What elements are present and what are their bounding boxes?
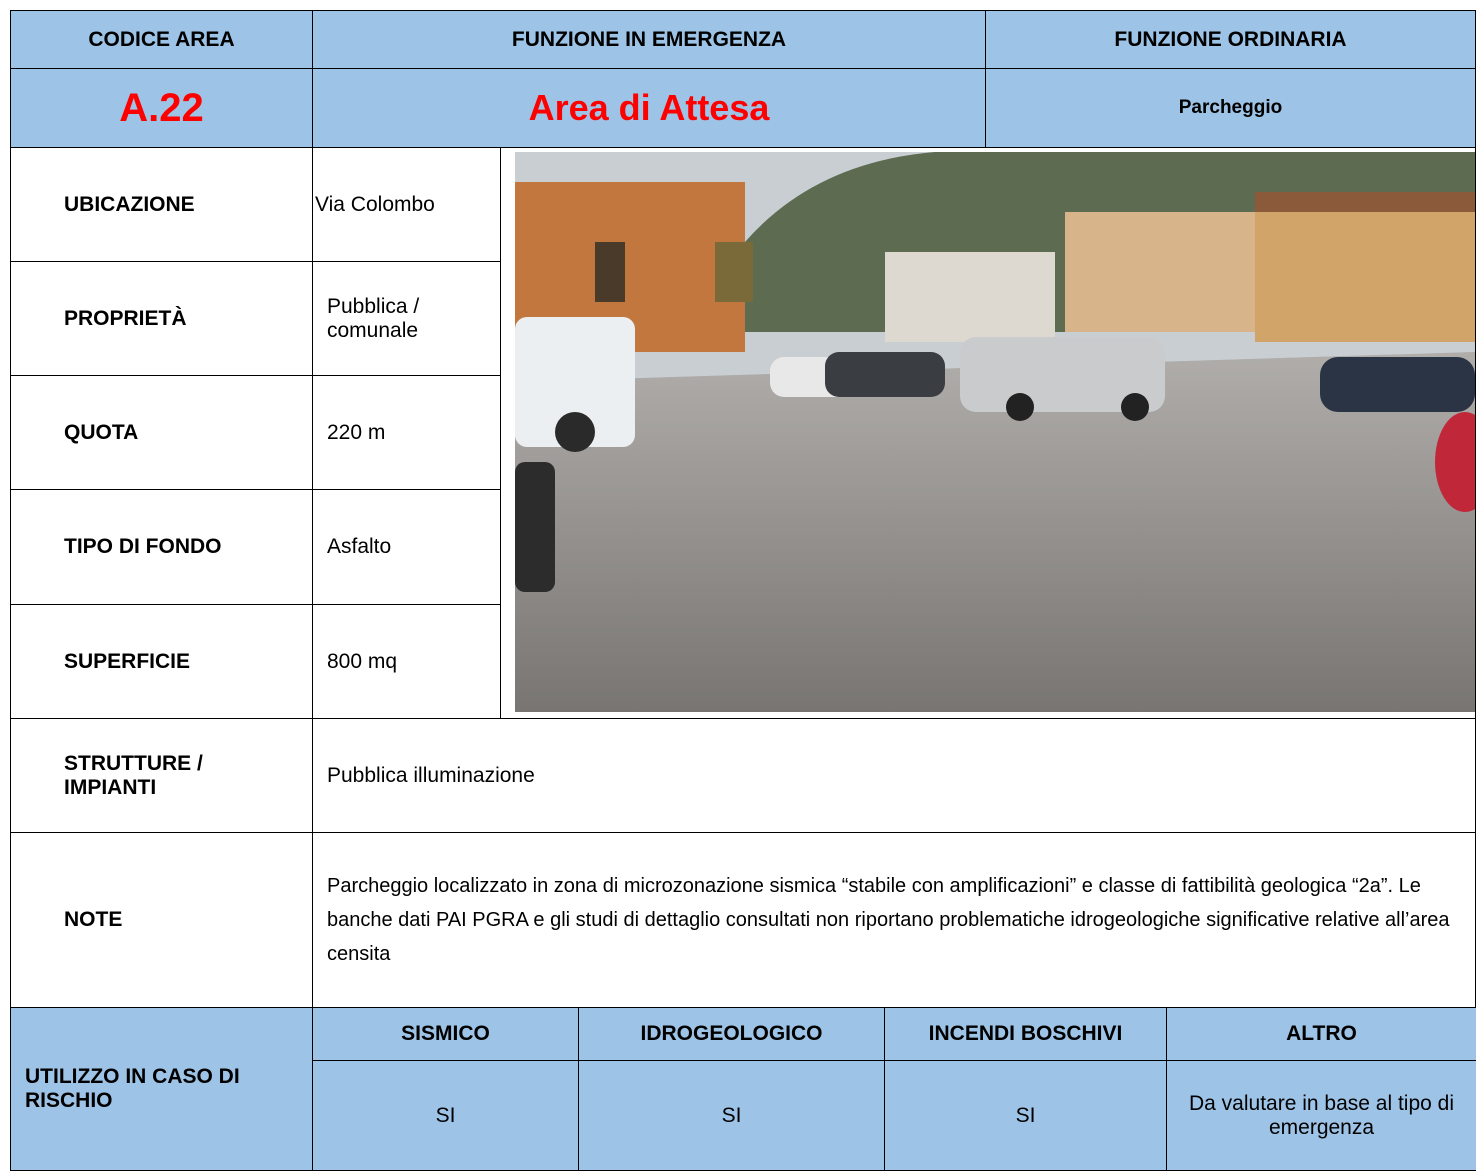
risk-value-text: SI — [435, 1103, 456, 1127]
field-value-text: 800 mq — [327, 649, 398, 673]
header-cell: FUNZIONE IN EMERGENZA — [312, 10, 986, 69]
header-cell: CODICE AREA — [10, 10, 313, 69]
funzione-ordinaria-text: Parcheggio — [1178, 97, 1283, 118]
note-text-text: Parcheggio localizzato in zona di microz… — [327, 875, 1450, 965]
risk-column: SISMICO — [312, 1007, 579, 1061]
field-label-text: UBICAZIONE — [64, 192, 195, 216]
risk-value: Da valutare in base al tipo di emergenza — [1166, 1060, 1476, 1171]
photo — [515, 152, 1475, 712]
risk-column-text: INCENDI BOSCHIVI — [928, 1022, 1123, 1045]
note-text: Parcheggio localizzato in zona di microz… — [312, 832, 1476, 1008]
field-label: TIPO DI FONDO — [10, 489, 313, 605]
field-label: UBICAZIONE — [10, 147, 313, 262]
field-value: Pubblica / comunale — [312, 261, 501, 376]
field-label-text: NOTE — [64, 908, 123, 931]
field-value: 800 mq — [312, 604, 501, 719]
risk-column: ALTRO — [1166, 1007, 1476, 1061]
risk-value: SI — [578, 1060, 885, 1171]
risk-value-text: SI — [721, 1103, 742, 1127]
field-label-text: PROPRIETÀ — [64, 306, 187, 330]
field-value-text: Via Colombo — [315, 192, 435, 216]
field-label: SUPERFICIE — [10, 604, 313, 719]
codice-area-text: A.22 — [119, 85, 204, 130]
risk-label-text: UTILIZZO IN CASO DI RISCHIO — [25, 1065, 240, 1112]
field-value-text: 220 m — [327, 420, 386, 444]
field-label-text: STRUTTURE / IMPIANTI — [64, 751, 203, 799]
field-value: Asfalto — [312, 489, 501, 605]
header-cell-text: CODICE AREA — [88, 27, 235, 51]
risk-column: INCENDI BOSCHIVI — [884, 1007, 1167, 1061]
header-cell: FUNZIONE ORDINARIA — [985, 10, 1476, 69]
funzione-emergenza-text: Area di Attesa — [528, 87, 770, 128]
field-label: PROPRIETÀ — [10, 261, 313, 376]
funzione-emergenza: Area di Attesa — [312, 68, 986, 148]
field-label-text: TIPO DI FONDO — [64, 535, 222, 558]
field-value-text: Pubblica / comunale — [327, 294, 420, 342]
photo-cell — [500, 147, 1476, 719]
risk-column-text: IDROGEOLOGICO — [640, 1022, 823, 1045]
risk-value-text: SI — [1015, 1103, 1036, 1127]
risk-value: SI — [884, 1060, 1167, 1171]
risk-column-text: SISMICO — [401, 1022, 490, 1045]
field-value: 220 m — [312, 375, 501, 490]
field-label: NOTE — [10, 832, 313, 1008]
funzione-ordinaria: Parcheggio — [985, 68, 1476, 148]
field-value-text: Pubblica illuminazione — [327, 763, 535, 787]
field-label-text: SUPERFICIE — [64, 649, 191, 673]
field-value: Pubblica illuminazione — [312, 718, 1476, 833]
codice-area: A.22 — [10, 68, 313, 148]
header-cell-text: FUNZIONE IN EMERGENZA — [511, 27, 787, 51]
header-cell-text: FUNZIONE ORDINARIA — [1114, 27, 1347, 51]
field-label-text: QUOTA — [64, 420, 139, 444]
field-value: Via Colombo — [312, 147, 501, 262]
risk-value: SI — [312, 1060, 579, 1171]
risk-label: UTILIZZO IN CASO DI RISCHIO — [10, 1007, 313, 1171]
field-label: QUOTA — [10, 375, 313, 490]
field-value-text: Asfalto — [327, 535, 392, 558]
field-label: STRUTTURE / IMPIANTI — [10, 718, 313, 833]
risk-column-text: ALTRO — [1286, 1022, 1357, 1045]
risk-column: IDROGEOLOGICO — [578, 1007, 885, 1061]
risk-value-text: Da valutare in base al tipo di emergenza — [1189, 1091, 1454, 1139]
